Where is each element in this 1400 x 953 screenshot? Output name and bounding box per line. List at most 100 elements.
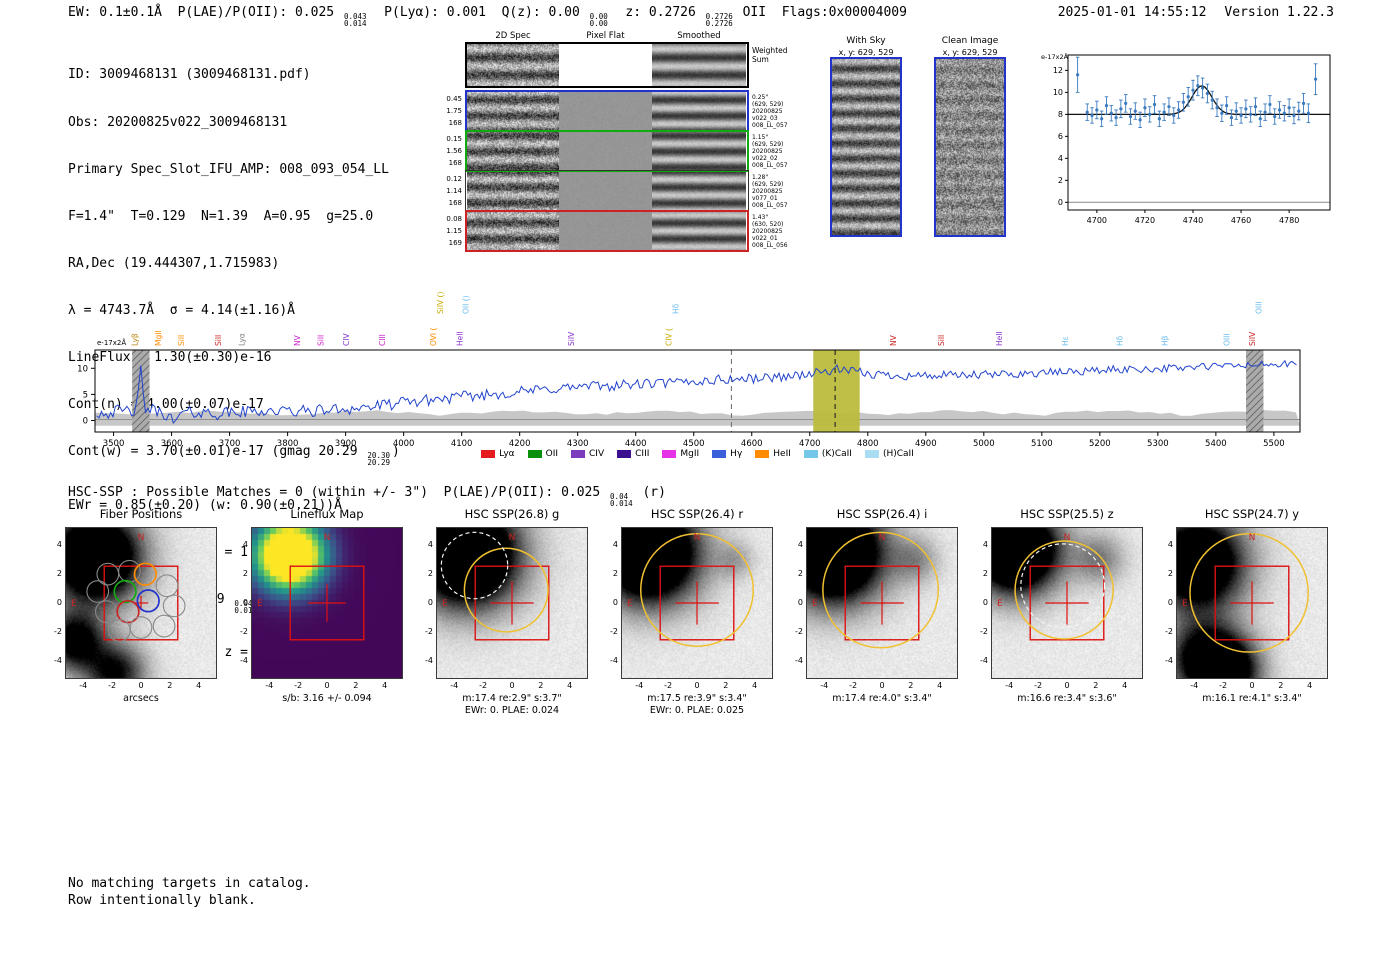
legend-item: OII (527, 449, 559, 459)
cutout-row-border (465, 42, 749, 88)
svg-text:NV: NV (293, 334, 302, 346)
axis-tick-label: 2 (56, 569, 62, 579)
svg-text:4400: 4400 (625, 439, 647, 449)
clean-image (936, 59, 1004, 235)
panel-title: HSC SSP(26.4) i (836, 507, 928, 521)
svg-text:CIV: CIV (342, 333, 351, 346)
cont-w-text: Cont(w) = 3.70(±0.01)e-17 (gmag 20.29 (68, 444, 366, 460)
pixel-flat-image (559, 92, 652, 130)
svg-text:5400: 5400 (1205, 439, 1227, 449)
hsc-text: HSC-SSP : Possible Matches = 0 (within +… (68, 485, 609, 500)
axis-tick-label: 2 (1167, 569, 1173, 579)
axis-tick-label: -4 (635, 681, 644, 690)
smoothed-image (652, 132, 746, 170)
axis-tick-label: -2 (664, 681, 673, 690)
svg-text:HeII: HeII (456, 331, 465, 346)
axis-tick-label: 0 (1064, 681, 1070, 690)
axis-tick-label: 0 (324, 681, 330, 690)
smoothed-image (652, 172, 746, 210)
legend-label: CIII (635, 449, 650, 459)
legend-item: HeII (755, 449, 791, 459)
svg-text:3600: 3600 (161, 439, 183, 449)
svg-text:N: N (1064, 533, 1071, 543)
svg-text:e-17x2Å: e-17x2Å (97, 338, 126, 347)
with-sky-xy: x, y: 629, 529 (838, 48, 894, 57)
panel-caption: EWr: 0. PLAE: 0.024 (464, 705, 560, 716)
cutout-row-info-labels: 1.28" (629, 529) 20200825 v077_01 008_LL_057 (752, 174, 788, 209)
svg-text:SiII: SiII (214, 335, 223, 346)
cutout-row-info-labels: 1.43" (630, 520) 20200825 v022_01 008_LL_056 (752, 214, 788, 249)
catalog-notes: No matching targets in catalog. Row inte… (68, 876, 311, 909)
plae-unc1: 0.041 0.017 (234, 600, 257, 615)
clean-image-xy: x, y: 629, 529 (942, 48, 998, 57)
svg-text:Lyα: Lyα (237, 333, 246, 346)
axis-tick-label: 2 (982, 569, 988, 579)
axis-tick-label: 0 (56, 598, 62, 607)
version-label: Version 1.22.3 (1224, 5, 1334, 20)
panel-caption: m:17.4 re:2.9" s:3.7" (462, 693, 562, 704)
svg-text:N: N (879, 533, 886, 543)
svg-text:2: 2 (1058, 176, 1063, 185)
legend-label: OII (545, 449, 559, 459)
2d-spec-image (467, 132, 559, 170)
panel-title: HSC SSP(26.4) r (650, 507, 744, 521)
axis-tick-label: 4 (982, 540, 988, 550)
panel-overlay: NE (627, 533, 754, 648)
legend-item: (K)CaII (803, 449, 852, 459)
panel-caption: EWr: 0. PLAE: 0.025 (649, 705, 745, 716)
axis-tick-label: 0 (694, 681, 700, 690)
axis-tick-label: 4 (797, 540, 803, 550)
legend-label: (H)CaII (882, 449, 914, 459)
svg-text:E: E (257, 599, 263, 609)
zoom-spectrum-plot: 4700 4720 4740 4760 4780 0 2 4 6 8 10 12 e-17x2Å (1041, 52, 1331, 225)
header-flags: OII Flags:0x00004009 (734, 5, 907, 20)
axis-tick-label: -2 (425, 626, 433, 636)
plae-sub: 0.014 (343, 19, 367, 28)
z-uncertainty: 0.2726 0.2726 (706, 13, 733, 28)
svg-text:5: 5 (83, 390, 88, 400)
svg-text:5200: 5200 (1089, 439, 1111, 449)
2d-spec-image (467, 172, 559, 210)
axis-tick-label: 4 (427, 540, 433, 550)
svg-text:HeII: HeII (995, 331, 1004, 346)
axis-tick-label: 0 (612, 598, 618, 607)
axis-tick-label: 4 (567, 681, 573, 690)
svg-text:5000: 5000 (973, 439, 995, 449)
axis-tick-label: -4 (1190, 681, 1199, 690)
svg-text:SiIV: SiIV (567, 331, 576, 346)
axis-tick-label: 4 (1122, 681, 1128, 690)
axis-tick-label: -4 (265, 681, 274, 690)
svg-text:4200: 4200 (509, 439, 531, 449)
svg-text:N: N (138, 533, 145, 543)
panel-title: HSC SSP(25.5) z (1020, 507, 1114, 521)
panel-title: HSC SSP(26.8) g (464, 507, 560, 521)
info-cont-w: Cont(w) = 3.70(±0.01)e-17 (gmag 20.29 20… (68, 444, 400, 466)
svg-text:8: 8 (1058, 110, 1063, 119)
axis-tick-label: 0 (138, 681, 144, 690)
info-radec: RA,Dec (19.444307,1.715983) (68, 255, 280, 271)
svg-text:10: 10 (1053, 88, 1063, 97)
axis-tick-label: -2 (610, 626, 618, 636)
legend-label: (K)CaII (821, 449, 852, 459)
axis-tick-label: 2 (167, 681, 173, 690)
axis-tick-label: -2 (240, 626, 248, 636)
panel-caption: m:17.4 re:4.0" s:3.4" (832, 693, 932, 704)
axis-tick-label: 2 (723, 681, 729, 690)
svg-text:6: 6 (1058, 132, 1063, 141)
hsc-close: (r) (634, 485, 666, 500)
panel-caption: s/b: 3.16 +/- 0.094 (282, 693, 372, 704)
legend-item: Lyα (481, 449, 515, 459)
axis-tick-label: -2 (294, 681, 303, 690)
axis-tick-label: -4 (1005, 681, 1014, 690)
axis-tick-label: -2 (1034, 681, 1043, 690)
axis-tick-label: -4 (54, 655, 62, 665)
svg-text:Hε: Hε (1061, 336, 1070, 346)
svg-text:e-17x2Å: e-17x2Å (1041, 52, 1069, 61)
svg-text:E: E (627, 599, 633, 609)
legend-swatch (803, 450, 818, 458)
cutout-row-scale-labels: 0.12 1.14 168 (446, 175, 462, 207)
hsc-sup: 0.04 (610, 492, 629, 501)
2d-spec-image (467, 44, 559, 86)
axis-tick-label: 0 (1167, 598, 1173, 607)
